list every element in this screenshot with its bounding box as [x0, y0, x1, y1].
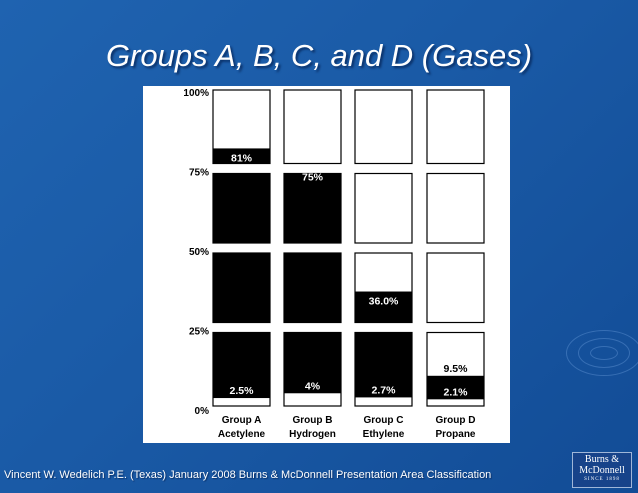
category-group-label: Group C — [364, 415, 404, 426]
lower-limit-label: 4% — [305, 380, 321, 392]
range-bar — [355, 332, 412, 398]
y-tick-label: 100% — [183, 88, 209, 99]
category-gas-label: Acetylene — [218, 429, 266, 440]
category-group-label: Group B — [293, 415, 333, 426]
company-logo: Burns & McDonnell SINCE 1898 — [572, 452, 632, 488]
quartile-box — [283, 89, 342, 165]
chart-svg: 100% 75% 50% 25% 0% 81% 2.5% Group A Acetylene 75… — [183, 88, 485, 440]
category-gas-label: Ethylene — [363, 429, 405, 440]
quartile-box — [426, 89, 485, 165]
upper-limit-label: 75% — [302, 172, 324, 184]
category-group-label: Group A — [222, 415, 262, 426]
logo-line-1: Burns & — [584, 454, 620, 465]
category-gas-label: Propane — [435, 429, 475, 440]
y-tick-label: 0% — [195, 406, 210, 417]
upper-limit-label: 81% — [231, 152, 253, 164]
upper-limit-label: 36.0% — [369, 296, 399, 308]
lower-limit-label: 2.5% — [230, 385, 255, 397]
range-bar — [284, 332, 341, 394]
upper-limit-label: 9.5% — [444, 363, 469, 375]
quartile-box — [426, 172, 485, 244]
range-bar — [213, 173, 270, 243]
ripple-decoration — [566, 330, 638, 376]
slide-title: Groups A, B, C, and D (Gases) — [105, 38, 533, 73]
range-bar — [427, 375, 484, 400]
quartile-box — [354, 172, 413, 244]
range-bar — [213, 332, 270, 399]
range-bar — [213, 148, 270, 164]
category-group-label: Group D — [436, 415, 476, 426]
category-gas-label: Hydrogen — [289, 429, 336, 440]
lower-limit-label: 2.1% — [444, 386, 469, 398]
range-bar — [355, 291, 412, 323]
range-bar — [284, 173, 341, 243]
y-tick-label: 25% — [189, 327, 209, 338]
range-bar — [284, 253, 341, 323]
y-tick-label: 75% — [189, 168, 209, 179]
quartile-box — [426, 252, 485, 324]
logo-line-2: McDonnell — [579, 465, 625, 476]
footer-text: Vincent W. Wedelich P.E. (Texas) January… — [4, 469, 492, 481]
quartile-box — [354, 89, 413, 165]
y-tick-label: 50% — [189, 247, 209, 258]
lower-limit-label: 2.7% — [372, 384, 397, 396]
range-bar — [213, 253, 270, 323]
ripple-decoration — [590, 346, 618, 360]
flammable-range-chart: 100% 75% 50% 25% 0% 81% 2.5% Group A Acetylene 75… — [143, 86, 510, 443]
logo-line-3: SINCE 1898 — [584, 477, 620, 482]
